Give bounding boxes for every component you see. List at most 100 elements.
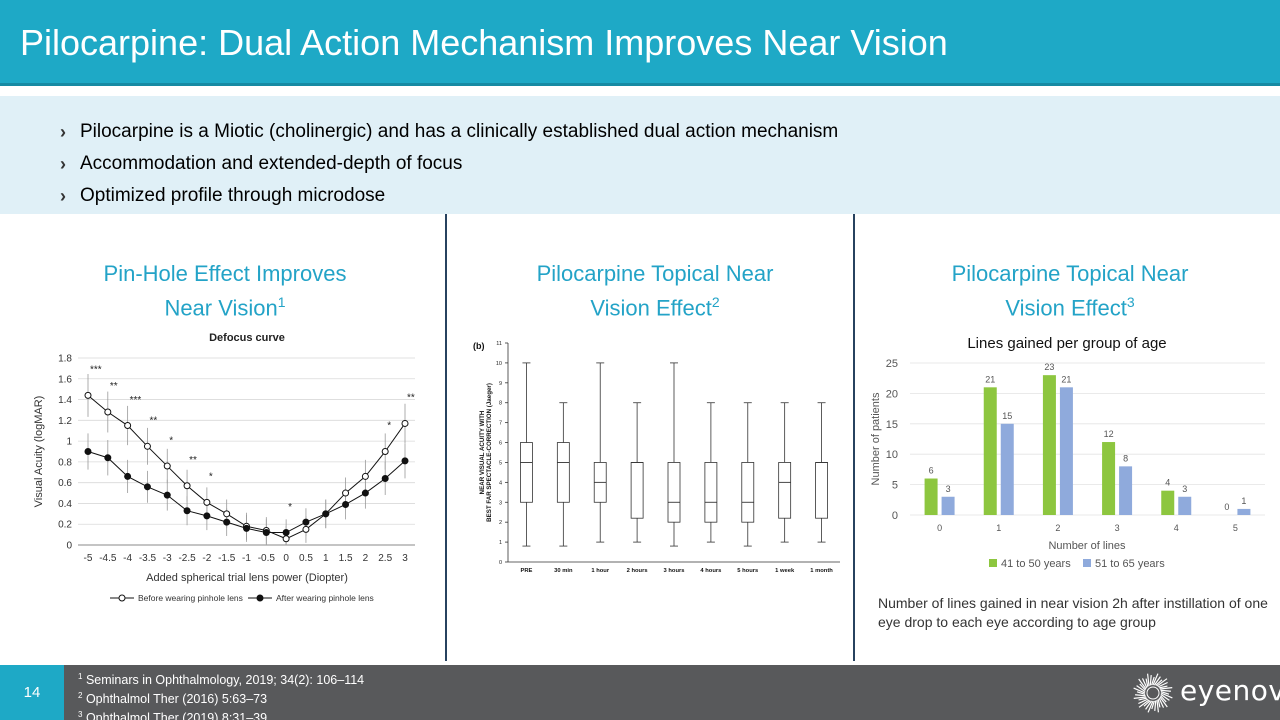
bar [924, 478, 938, 515]
iris-icon [1133, 673, 1173, 713]
data-label: 12 [1104, 429, 1114, 439]
bullet-band: › Pilocarpine is a Miotic (cholinergic) a… [0, 96, 1280, 214]
y-tick-label: 1 [499, 540, 502, 546]
lines-gained-bar-chart: Lines gained per group of age0510152025N… [870, 335, 1265, 570]
bar [1000, 423, 1014, 515]
significance-mark: * [288, 502, 292, 513]
bar [1237, 508, 1251, 515]
y-tick-label: 4 [499, 480, 502, 486]
x-tick-label: 1 month [810, 568, 833, 574]
footnote-ref: 3 [1126, 294, 1135, 310]
data-point [163, 462, 171, 470]
box [520, 442, 533, 503]
y-axis-label: BEST FAR SPECTACLE-CORRECTION (Jaeger) [486, 383, 493, 522]
bar [1042, 375, 1056, 515]
iris-ray [1160, 692, 1173, 699]
chevron-right-icon: › [60, 121, 66, 142]
data-label: 3 [946, 484, 951, 494]
bullet-item: › Pilocarpine is a Miotic (cholinergic) a… [60, 116, 838, 148]
data-point [203, 498, 211, 506]
bullet-item: › Optimized profile through microdose [60, 180, 838, 212]
y-tick-label: 9 [499, 381, 502, 387]
data-label: 6 [929, 466, 934, 476]
references: 1 Seminars in Ophthalmology, 2019; 34(2)… [78, 669, 364, 720]
legend-label: 51 to 65 years [1095, 558, 1165, 570]
data-label: 3 [1182, 484, 1187, 494]
y-tick-label: 0 [499, 560, 502, 566]
data-label: 1 [1241, 496, 1246, 506]
box [815, 462, 828, 519]
x-tick-label: 4 [1174, 523, 1179, 533]
reference-num: 1 [78, 672, 83, 681]
iris-ray [1143, 700, 1151, 707]
y-tick-label: 5 [892, 480, 898, 492]
data-point [342, 489, 350, 497]
x-tick-label: 1 hour [591, 568, 609, 574]
data-point [361, 472, 369, 480]
significance-mark: ** [110, 381, 118, 392]
box [667, 462, 681, 523]
iris-ray [1138, 678, 1147, 690]
iris-ray [1145, 700, 1153, 710]
reference-item: 3 Ophthalmol Ther (2019) 8:31–39 [78, 707, 364, 720]
footer: 14 1 Seminars in Ophthalmology, 2019; 34… [0, 665, 1280, 720]
x-tick-label: -2 [202, 553, 211, 564]
iris-ray [1159, 696, 1168, 708]
bullet-item: › Accommodation and extended-depth of foc… [60, 148, 838, 180]
iris-ray [1153, 676, 1161, 686]
x-tick-label: 4 hours [700, 568, 721, 574]
iris-ray [1136, 685, 1146, 693]
iris-ray [1135, 694, 1146, 697]
x-tick-label: 1.5 [339, 553, 353, 564]
bullet-text: Accommodation and extended-depth of focu… [80, 153, 463, 174]
iris-ray [1158, 697, 1165, 708]
data-point [124, 422, 132, 430]
data-point [183, 507, 191, 515]
bar [1178, 496, 1192, 515]
x-tick-label: 0 [937, 523, 942, 533]
y-axis-label: Visual Acuity (logMAR) [33, 396, 45, 508]
panel-title-line: Pilocarpine Topical Near [536, 261, 774, 286]
y-tick-label: 8 [499, 401, 502, 407]
y-tick-label: 1.4 [58, 395, 72, 406]
x-tick-label: -3 [163, 553, 172, 564]
x-tick-label: 30 min [554, 568, 573, 574]
legend-marker [118, 594, 126, 602]
y-tick-label: 0.8 [58, 457, 72, 468]
data-label: 15 [1002, 411, 1012, 421]
y-tick-label: 1.2 [58, 416, 72, 427]
box [741, 462, 755, 523]
iris-ray [1156, 678, 1168, 687]
bullet-list: › Pilocarpine is a Miotic (cholinergic) a… [60, 116, 838, 212]
y-tick-label: 15 [886, 419, 898, 431]
x-axis-label: Number of lines [1048, 540, 1126, 552]
panel-title-topical-3: Pilocarpine Topical Near Vision Effect3 [895, 259, 1245, 322]
iris-ray [1138, 697, 1147, 701]
iris-ray [1133, 687, 1146, 694]
significance-mark: * [169, 435, 173, 446]
panel-title-topical-2: Pilocarpine Topical Near Vision Effect2 [480, 259, 830, 322]
legend-marker [256, 594, 264, 602]
significance-mark: ** [189, 455, 197, 466]
data-point [223, 518, 231, 526]
data-point [401, 457, 409, 465]
legend-label: After wearing pinhole lens [276, 593, 374, 603]
bullet-text: Optimized profile through microdose [80, 185, 386, 206]
iris-ray [1141, 678, 1148, 689]
data-point [223, 510, 231, 518]
iris-ray [1156, 699, 1160, 713]
legend-swatch [1083, 559, 1091, 567]
y-tick-label: 25 [886, 358, 898, 370]
iris-ray [1139, 683, 1146, 691]
logo-text: eyenovia [1180, 674, 1280, 707]
iris-ray [1147, 700, 1154, 713]
y-tick-label: 6 [499, 441, 502, 447]
x-tick-label: -2.5 [178, 553, 196, 564]
data-point [381, 475, 389, 483]
iris-ray [1136, 691, 1146, 695]
data-label: 8 [1123, 453, 1128, 463]
legend-label: 41 to 50 years [1001, 558, 1071, 570]
panel-title-pinhole: Pin-Hole Effect Improves Near Vision1 [60, 259, 390, 322]
x-tick-label: 2 hours [627, 568, 648, 574]
x-tick-label: 1 [323, 553, 329, 564]
